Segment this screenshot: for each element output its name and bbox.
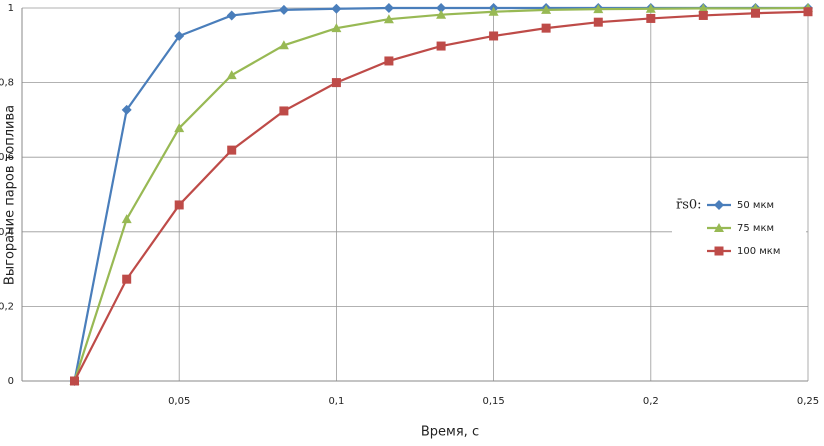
legend-box	[672, 185, 806, 267]
legend-label: 100 мкм	[737, 246, 780, 257]
marker	[331, 3, 342, 14]
marker	[593, 17, 603, 27]
marker	[593, 4, 604, 14]
x-tick-label: 0,25	[797, 396, 819, 407]
y-tick-label: 1	[8, 3, 14, 14]
legend-title: r̄s0:	[676, 198, 702, 213]
marker	[174, 30, 185, 41]
marker	[121, 214, 132, 224]
y-axis-label: Выгорание паров топлива	[3, 105, 18, 285]
marker	[227, 145, 237, 155]
marker	[122, 274, 132, 284]
marker	[714, 223, 724, 232]
marker	[489, 31, 499, 41]
marker	[384, 56, 394, 66]
marker	[436, 9, 447, 19]
marker	[645, 3, 656, 13]
x-tick-label: 0,2	[643, 396, 659, 407]
marker	[226, 10, 237, 21]
marker	[541, 4, 552, 14]
marker	[541, 23, 551, 33]
marker	[226, 70, 237, 80]
legend-label: 75 мкм	[737, 223, 774, 234]
marker	[488, 6, 499, 16]
marker	[383, 3, 394, 13]
marker	[714, 200, 724, 210]
marker	[331, 78, 341, 88]
y-tick-label: 0,2	[0, 301, 14, 312]
marker	[803, 7, 813, 17]
marker	[278, 4, 289, 15]
marker	[279, 106, 289, 116]
marker	[278, 40, 289, 50]
marker	[174, 200, 184, 210]
legend-label: 50 мкм	[737, 200, 774, 211]
x-tick-label: 0,15	[482, 396, 504, 407]
marker	[436, 3, 447, 13]
y-tick-label: 0,8	[0, 78, 14, 89]
marker	[698, 10, 708, 20]
y-tick-label: 0,6	[0, 152, 14, 163]
marker	[70, 376, 80, 386]
y-tick-label: 0,4	[0, 227, 14, 238]
marker	[121, 104, 132, 115]
marker	[174, 123, 185, 133]
x-tick-label: 0,05	[168, 396, 190, 407]
x-axis-label: Время, с	[421, 425, 479, 440]
marker	[714, 246, 724, 256]
marker	[383, 14, 394, 24]
marker	[646, 13, 656, 23]
marker	[698, 3, 709, 13]
y-tick-label: 0	[8, 376, 14, 387]
marker	[750, 8, 760, 18]
x-tick-label: 0,1	[328, 396, 344, 407]
marker	[436, 41, 446, 51]
marker	[331, 23, 342, 33]
